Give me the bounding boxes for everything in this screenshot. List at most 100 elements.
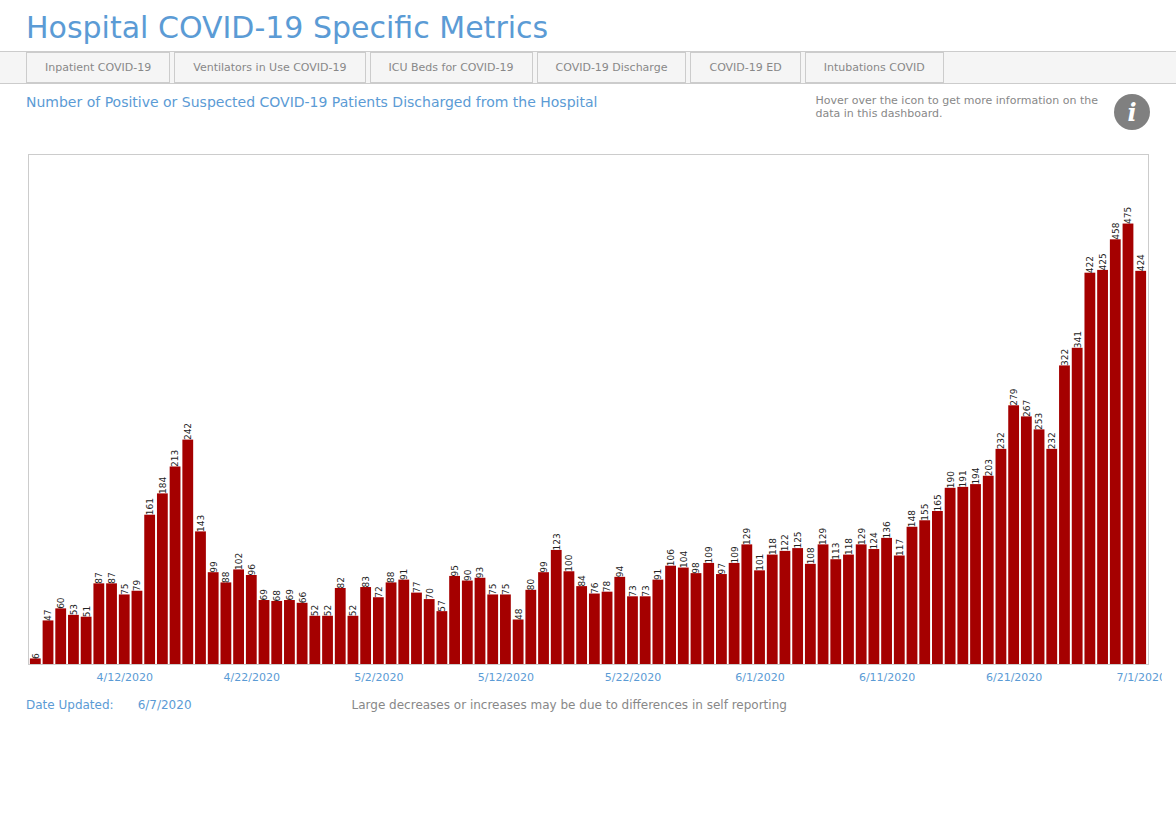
svg-text:88: 88 xyxy=(386,571,396,583)
svg-text:341: 341 xyxy=(1073,331,1083,348)
svg-text:69: 69 xyxy=(259,589,269,601)
html-text:Hover over the icon to get mor: Hover over the icon to get more informat… xyxy=(815,94,1098,120)
svg-text:69: 69 xyxy=(285,589,295,601)
svg-text:4/12/2020: 4/12/2020 xyxy=(97,671,153,684)
svg-text:82: 82 xyxy=(336,577,346,588)
svg-text:106: 106 xyxy=(666,549,676,566)
svg-text:7/1/2020: 7/1/2020 xyxy=(1116,671,1162,684)
svg-text:94: 94 xyxy=(615,566,625,578)
svg-text:424: 424 xyxy=(1136,254,1146,271)
svg-text:155: 155 xyxy=(920,504,930,521)
svg-text:60: 60 xyxy=(56,597,66,609)
svg-text:73: 73 xyxy=(641,585,651,596)
html-text:Number of Positive or Suspecte: Number of Positive or Suspected COVID-19… xyxy=(26,94,598,110)
svg-text:52: 52 xyxy=(310,605,320,616)
svg-text:232: 232 xyxy=(996,432,1006,449)
svg-text:184: 184 xyxy=(158,476,168,493)
svg-text:52: 52 xyxy=(323,605,333,616)
svg-text:118: 118 xyxy=(768,538,778,555)
svg-text:267: 267 xyxy=(1022,400,1032,417)
svg-text:53: 53 xyxy=(69,604,79,615)
svg-text:458: 458 xyxy=(1111,222,1121,239)
svg-text:100: 100 xyxy=(564,554,574,571)
svg-text:47: 47 xyxy=(43,609,53,620)
svg-text:117: 117 xyxy=(895,539,905,556)
svg-text:6/11/2020: 6/11/2020 xyxy=(859,671,915,684)
svg-text:129: 129 xyxy=(818,527,828,544)
svg-text:136: 136 xyxy=(882,521,892,538)
svg-text:6: 6 xyxy=(31,653,41,659)
svg-text:80: 80 xyxy=(526,579,536,591)
svg-text:124: 124 xyxy=(869,532,879,549)
svg-text:109: 109 xyxy=(729,546,739,563)
svg-text:75: 75 xyxy=(501,584,511,595)
svg-text:194: 194 xyxy=(971,467,981,484)
svg-text:57: 57 xyxy=(437,600,447,611)
svg-text:98: 98 xyxy=(691,562,701,574)
svg-text:79: 79 xyxy=(132,580,142,592)
svg-text:5/12/2020: 5/12/2020 xyxy=(478,671,534,684)
svg-text:113: 113 xyxy=(831,543,841,560)
svg-text:232: 232 xyxy=(1047,432,1057,449)
svg-text:5/2/2020: 5/2/2020 xyxy=(354,671,403,684)
svg-text:83: 83 xyxy=(361,576,371,587)
svg-text:51: 51 xyxy=(82,606,92,617)
svg-text:6/1/2020: 6/1/2020 xyxy=(735,671,784,684)
svg-text:129: 129 xyxy=(742,527,752,544)
svg-text:102: 102 xyxy=(234,553,244,570)
svg-text:68: 68 xyxy=(272,590,282,602)
svg-text:91: 91 xyxy=(399,569,409,580)
svg-text:122: 122 xyxy=(780,534,790,551)
svg-text:104: 104 xyxy=(679,551,689,568)
svg-text:70: 70 xyxy=(425,588,435,600)
svg-text:73: 73 xyxy=(628,585,638,596)
svg-text:148: 148 xyxy=(907,510,917,527)
svg-text:123: 123 xyxy=(552,533,562,550)
svg-text:78: 78 xyxy=(602,580,612,592)
svg-text:129: 129 xyxy=(857,527,867,544)
svg-text:75: 75 xyxy=(120,584,130,595)
svg-text:4/22/2020: 4/22/2020 xyxy=(224,671,280,684)
svg-text:108: 108 xyxy=(806,547,816,564)
svg-text:190: 190 xyxy=(945,471,955,488)
svg-text:52: 52 xyxy=(348,605,358,616)
svg-text:99: 99 xyxy=(539,561,549,573)
svg-text:475: 475 xyxy=(1123,207,1133,224)
svg-text:143: 143 xyxy=(196,515,206,532)
svg-text:91: 91 xyxy=(653,569,663,580)
svg-text:87: 87 xyxy=(94,572,104,583)
svg-text:88: 88 xyxy=(221,571,231,583)
html-text:Hospital COVID-19 Specific Met: Hospital COVID-19 Specific Metrics xyxy=(26,10,549,45)
svg-text:97: 97 xyxy=(717,563,727,574)
svg-text:101: 101 xyxy=(755,554,765,571)
svg-text:279: 279 xyxy=(1009,388,1019,405)
svg-text:72: 72 xyxy=(374,586,384,597)
svg-text:118: 118 xyxy=(844,538,854,555)
svg-text:161: 161 xyxy=(145,498,155,515)
svg-text:425: 425 xyxy=(1098,253,1108,270)
svg-text:90: 90 xyxy=(463,569,473,581)
svg-text:84: 84 xyxy=(577,575,587,587)
svg-text:5/22/2020: 5/22/2020 xyxy=(605,671,661,684)
svg-text:66: 66 xyxy=(298,592,308,604)
svg-text:109: 109 xyxy=(704,546,714,563)
svg-text:75: 75 xyxy=(488,584,498,595)
svg-text:125: 125 xyxy=(793,531,803,548)
svg-text:48: 48 xyxy=(513,608,523,620)
svg-text:242: 242 xyxy=(183,423,193,440)
svg-text:253: 253 xyxy=(1034,413,1044,430)
svg-text:87: 87 xyxy=(107,572,117,583)
svg-text:203: 203 xyxy=(984,459,994,476)
svg-text:191: 191 xyxy=(958,470,968,487)
svg-text:76: 76 xyxy=(590,582,600,594)
svg-text:93: 93 xyxy=(475,567,485,578)
svg-text:422: 422 xyxy=(1085,256,1095,273)
svg-text:322: 322 xyxy=(1060,349,1070,366)
svg-text:6/21/2020: 6/21/2020 xyxy=(986,671,1042,684)
svg-text:95: 95 xyxy=(450,565,460,576)
svg-text:99: 99 xyxy=(209,561,219,573)
svg-text:213: 213 xyxy=(170,450,180,467)
svg-text:96: 96 xyxy=(247,564,257,576)
svg-text:77: 77 xyxy=(412,582,422,593)
svg-text:165: 165 xyxy=(933,494,943,511)
